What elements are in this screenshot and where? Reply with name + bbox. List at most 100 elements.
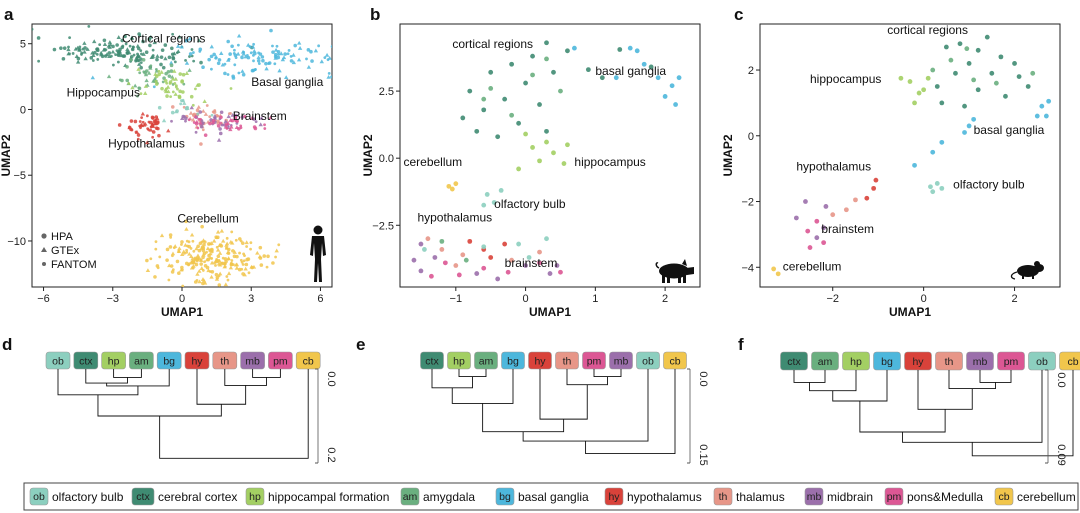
data-point [268, 115, 273, 120]
dendrogram-branch [458, 369, 487, 377]
data-point [170, 76, 176, 81]
legend-label-ob: olfactory bulb [52, 490, 124, 504]
legend-abbr-ctx: ctx [136, 491, 150, 503]
data-point [192, 59, 196, 63]
data-point [187, 68, 192, 72]
data-point [957, 41, 963, 47]
leaf-label-cb: cb [303, 356, 314, 368]
data-point [495, 276, 501, 282]
data-point [199, 60, 203, 65]
data-point [561, 161, 567, 166]
plot-frame [759, 23, 1061, 288]
panel-label: c [734, 5, 743, 24]
data-point [224, 241, 230, 246]
pig-silhouette-icon [655, 259, 694, 283]
data-point [160, 48, 165, 52]
data-point [240, 241, 245, 245]
data-point [516, 241, 522, 247]
data-point [161, 80, 165, 84]
data-point [73, 46, 78, 51]
data-point [930, 67, 936, 73]
data-point [509, 61, 515, 67]
data-point [277, 52, 281, 56]
data-point [276, 55, 281, 60]
data-point [95, 47, 100, 51]
data-point [807, 245, 813, 250]
region-label: Brainstem [233, 109, 287, 123]
data-point [111, 44, 115, 49]
data-point [144, 69, 149, 73]
data-point [814, 218, 820, 224]
data-point [227, 257, 230, 261]
data-point [205, 104, 209, 107]
dendrogram-branch [948, 370, 996, 390]
data-point [215, 275, 220, 280]
scale-label-top: 0.0 [325, 371, 337, 386]
data-point [189, 105, 194, 110]
data-point [225, 275, 229, 278]
data-point [163, 43, 168, 47]
dendrogram-branch [252, 369, 281, 378]
data-point [460, 252, 466, 258]
dendrogram-branch [113, 369, 142, 378]
data-point [488, 255, 494, 260]
data-point [474, 128, 480, 134]
panel-f-dendrogram-mouse: f ctx am hp bg hy th mb pm ob cb0.0 0.09 [738, 335, 1080, 466]
data-point [160, 86, 164, 91]
panel-label: b [370, 5, 380, 24]
data-point [155, 57, 159, 62]
data-point [230, 259, 234, 262]
data-point [306, 48, 311, 52]
data-point [195, 108, 200, 113]
legend-swatch-ctx [131, 487, 155, 506]
data-point [178, 72, 183, 76]
data-point [201, 121, 205, 125]
data-point [283, 75, 289, 79]
x-tick-label: −1 [450, 293, 463, 305]
data-point [326, 74, 331, 79]
data-point [163, 56, 168, 61]
leaf-label-hy: hy [912, 356, 924, 368]
data-point [220, 123, 224, 127]
data-point [230, 230, 234, 234]
region-label: basal ganglia [974, 123, 1045, 137]
data-point [151, 48, 155, 52]
panel-label: e [356, 335, 365, 354]
legend-swatch-cb [994, 487, 1014, 506]
data-point [803, 199, 808, 204]
data-point [306, 64, 312, 69]
data-point [114, 53, 118, 57]
data-point [263, 123, 266, 127]
data-point [183, 251, 186, 255]
data-point [209, 260, 215, 265]
data-point [243, 254, 246, 258]
data-point [273, 47, 279, 52]
data-point [474, 271, 480, 276]
data-point [184, 58, 187, 62]
region-label: cerebellum [783, 260, 842, 274]
data-point [233, 262, 239, 267]
data-point [148, 43, 152, 48]
data-point [210, 113, 214, 117]
region-label: Hypothalamus [108, 137, 185, 151]
data-point [530, 72, 535, 78]
data-point [184, 119, 187, 123]
data-point [873, 177, 879, 183]
data-point [102, 38, 107, 43]
data-point [151, 116, 155, 120]
leaf-label-cb: cb [669, 356, 680, 368]
x-tick-label: −6 [37, 293, 50, 305]
data-point [544, 56, 549, 62]
plot-frame [399, 23, 701, 288]
data-point [599, 75, 605, 81]
dendrogram-branch [97, 394, 222, 417]
data-point [962, 130, 967, 135]
legend-abbr-cb: cb [998, 491, 1009, 503]
data-point [207, 255, 213, 260]
data-point [669, 83, 675, 89]
data-point [182, 105, 186, 109]
data-point [264, 61, 268, 66]
data-point [177, 95, 182, 100]
data-point [948, 57, 954, 63]
data-point [59, 46, 63, 50]
